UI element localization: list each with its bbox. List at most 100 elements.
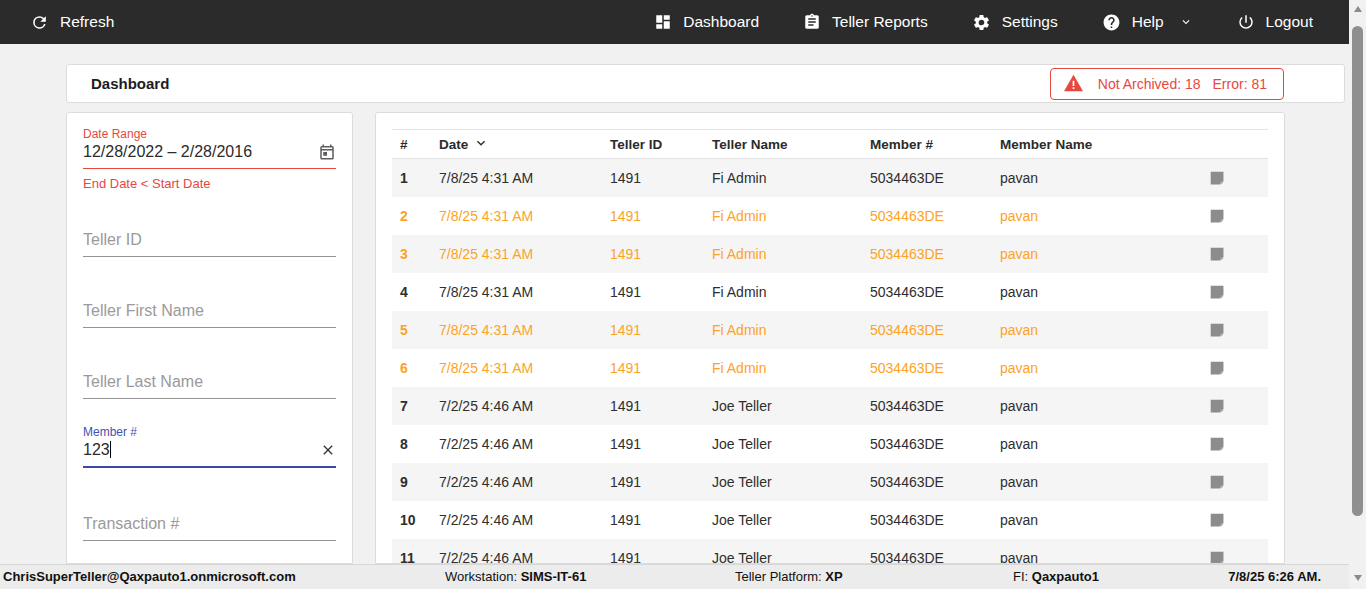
text-caret — [110, 441, 111, 458]
nav-settings[interactable]: Settings — [972, 13, 1058, 32]
col-header-date[interactable]: Date — [439, 135, 610, 154]
note-icon[interactable] — [1209, 474, 1226, 491]
table-row[interactable]: 10 7/2/25 4:46 AM 1491 Joe Teller 503446… — [392, 501, 1268, 539]
row-member-name: pavan — [1000, 550, 1207, 564]
col-header-num[interactable]: # — [400, 137, 439, 152]
table-row[interactable]: 3 7/8/25 4:31 AM 1491 Fi Admin 5034463DE… — [392, 235, 1268, 273]
row-member-number: 5034463DE — [870, 170, 1000, 186]
refresh-button[interactable]: Refresh — [30, 13, 114, 32]
alert-error-count: Error: 81 — [1213, 76, 1267, 92]
table-row[interactable]: 2 7/8/25 4:31 AM 1491 Fi Admin 5034463DE… — [392, 197, 1268, 235]
col-header-member[interactable]: Member # — [870, 137, 1000, 152]
row-teller-id: 1491 — [610, 360, 712, 376]
logged-in-user: ChrisSuperTeller@Qaxpauto1.onmicrosoft.c… — [3, 569, 296, 584]
row-teller-id: 1491 — [610, 474, 712, 490]
row-teller-id: 1491 — [610, 208, 712, 224]
sort-descending-icon — [473, 135, 489, 154]
table-row[interactable]: 1 7/8/25 4:31 AM 1491 Fi Admin 5034463DE… — [392, 159, 1268, 197]
nav-dashboard[interactable]: Dashboard — [654, 13, 759, 31]
row-teller-id: 1491 — [610, 246, 712, 262]
row-teller-name: Joe Teller — [712, 436, 870, 452]
date-range-value[interactable]: 12/28/2022 – 2/28/2016 — [83, 143, 252, 161]
workstation-status: Workstation: SIMS-IT-61 — [445, 569, 586, 584]
teller-first-name-input[interactable] — [83, 302, 336, 320]
scrollbar-thumb[interactable] — [1352, 26, 1363, 516]
top-nav: Refresh Dashboard Teller Reports Setting… — [0, 0, 1349, 44]
window-scrollbar — [1349, 0, 1366, 589]
teller-platform-status: Teller Platform: XP — [735, 569, 843, 584]
member-number-input[interactable]: 123 — [83, 441, 111, 459]
row-member-name: pavan — [1000, 208, 1207, 224]
note-icon[interactable] — [1209, 322, 1226, 339]
table-row[interactable]: 11 7/2/25 4:46 AM 1491 Joe Teller 503446… — [392, 539, 1268, 564]
transaction-number-input[interactable] — [83, 515, 336, 533]
note-icon[interactable] — [1209, 208, 1226, 225]
row-member-name: pavan — [1000, 322, 1207, 338]
row-teller-name: Fi Admin — [712, 322, 870, 338]
row-member-number: 5034463DE — [870, 246, 1000, 262]
clipboard-icon — [803, 13, 821, 31]
row-member-number: 5034463DE — [870, 398, 1000, 414]
col-header-teller-id[interactable]: Teller ID — [610, 137, 712, 152]
scrollbar-up-arrow[interactable] — [1349, 2, 1366, 16]
row-member-name: pavan — [1000, 170, 1207, 186]
note-icon[interactable] — [1209, 398, 1226, 415]
row-member-name: pavan — [1000, 436, 1207, 452]
nav-teller-reports-label: Teller Reports — [832, 13, 928, 31]
row-teller-id: 1491 — [610, 322, 712, 338]
note-icon[interactable] — [1209, 512, 1226, 529]
table-row[interactable]: 6 7/8/25 4:31 AM 1491 Fi Admin 5034463DE… — [392, 349, 1268, 387]
table-row[interactable]: 7 7/2/25 4:46 AM 1491 Joe Teller 5034463… — [392, 387, 1268, 425]
row-member-number: 5034463DE — [870, 208, 1000, 224]
note-icon[interactable] — [1209, 170, 1226, 187]
note-icon[interactable] — [1209, 246, 1226, 263]
row-number: 7 — [400, 398, 439, 414]
nav-help[interactable]: Help — [1102, 13, 1193, 32]
row-teller-name: Fi Admin — [712, 360, 870, 376]
row-member-number: 5034463DE — [870, 360, 1000, 376]
warning-triangle-icon — [1063, 73, 1084, 95]
note-icon[interactable] — [1209, 360, 1226, 377]
nav-logout[interactable]: Logout — [1237, 13, 1313, 31]
nav-dashboard-label: Dashboard — [683, 13, 759, 31]
calendar-icon[interactable] — [318, 143, 336, 161]
fi-status: FI: Qaxpauto1 — [1013, 569, 1099, 584]
page-title: Dashboard — [91, 75, 169, 92]
date-range-error: End Date < Start Date — [83, 176, 336, 191]
teller-last-name-input[interactable] — [83, 373, 336, 391]
table-row[interactable]: 5 7/8/25 4:31 AM 1491 Fi Admin 5034463DE… — [392, 311, 1268, 349]
member-number-label: Member # — [83, 425, 336, 439]
alert-not-archived-count: Not Archived: 18 — [1098, 76, 1201, 92]
table-row[interactable]: 9 7/2/25 4:46 AM 1491 Joe Teller 5034463… — [392, 463, 1268, 501]
table-row[interactable]: 8 7/2/25 4:46 AM 1491 Joe Teller 5034463… — [392, 425, 1268, 463]
note-icon[interactable] — [1209, 284, 1226, 301]
row-teller-name: Joe Teller — [712, 512, 870, 528]
row-member-number: 5034463DE — [870, 512, 1000, 528]
teller-id-input[interactable] — [83, 231, 336, 249]
row-teller-name: Joe Teller — [712, 474, 870, 490]
row-date: 7/2/25 4:46 AM — [439, 550, 610, 564]
table-row[interactable]: 4 7/8/25 4:31 AM 1491 Fi Admin 5034463DE… — [392, 273, 1268, 311]
dashboard-icon — [654, 13, 672, 31]
archive-alert-badge[interactable]: Not Archived: 18 Error: 81 — [1050, 68, 1284, 100]
filter-sidebar: Date Range 12/28/2022 – 2/28/2016 End Da… — [66, 112, 353, 564]
nav-settings-label: Settings — [1002, 13, 1058, 31]
col-header-member-name[interactable]: Member Name — [1000, 137, 1207, 152]
clear-icon[interactable] — [320, 442, 336, 458]
member-underline-focused — [83, 466, 336, 468]
row-number: 6 — [400, 360, 439, 376]
row-member-number: 5034463DE — [870, 284, 1000, 300]
date-range-underline — [83, 168, 336, 169]
col-header-teller-name[interactable]: Teller Name — [712, 137, 870, 152]
note-icon[interactable] — [1209, 550, 1226, 565]
gear-icon — [972, 13, 991, 32]
row-teller-name: Fi Admin — [712, 246, 870, 262]
note-icon[interactable] — [1209, 436, 1226, 453]
row-member-name: pavan — [1000, 512, 1207, 528]
nav-logout-label: Logout — [1266, 13, 1313, 31]
scrollbar-down-arrow[interactable] — [1349, 571, 1366, 585]
row-number: 8 — [400, 436, 439, 452]
row-number: 1 — [400, 170, 439, 186]
page-header: Dashboard Not Archived: 18 Error: 81 — [66, 64, 1345, 103]
nav-teller-reports[interactable]: Teller Reports — [803, 13, 928, 31]
